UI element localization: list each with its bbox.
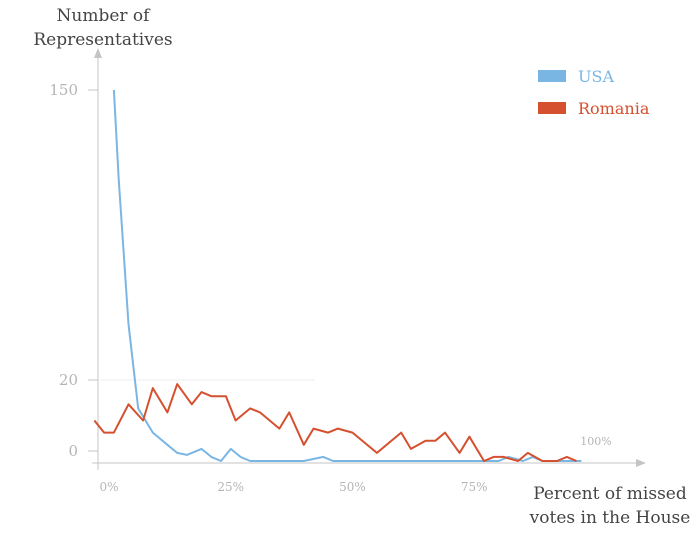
legend-item-usa: USA: [538, 60, 649, 92]
y-tick-label-2: 150: [49, 81, 78, 99]
x-axis-arrow: [636, 459, 646, 467]
series-line-romania: [93, 383, 577, 462]
x-tick-label-0: 0%: [99, 480, 118, 494]
legend-label-usa: USA: [578, 66, 614, 86]
x-tick-label-1: 25%: [217, 480, 244, 494]
legend-label-romania: Romania: [578, 98, 650, 118]
x-axis-label-line-2: votes in the House: [529, 508, 691, 528]
x-axis-label-line-1: Percent of missed: [533, 484, 687, 504]
legend-swatch-usa: [538, 70, 566, 82]
x-tick-label-4: 100%: [580, 435, 611, 448]
y-tick-label-0: 0: [68, 442, 78, 460]
y-axis-arrow: [94, 48, 102, 58]
legend-swatch-romania: [538, 102, 566, 114]
tick-labels: 0 20 150 0% 25% 50% 75% 100%: [49, 81, 611, 494]
series-line-usa: [112, 89, 582, 462]
y-axis-label-line-2: Representatives: [33, 30, 173, 50]
y-axis-label-line-1: Number of: [56, 6, 150, 26]
x-axis-label: Percent of missed votes in the House: [520, 482, 700, 530]
series-lines: [93, 89, 582, 462]
x-tick-label-2: 50%: [339, 480, 366, 494]
legend-item-romania: Romania: [538, 92, 649, 124]
x-tick-label-3: 75%: [461, 480, 488, 494]
y-axis-label: Number of Representatives: [28, 4, 178, 52]
legend: USA Romania: [538, 60, 649, 124]
y-tick-label-1: 20: [59, 371, 78, 389]
axes: [88, 48, 646, 470]
